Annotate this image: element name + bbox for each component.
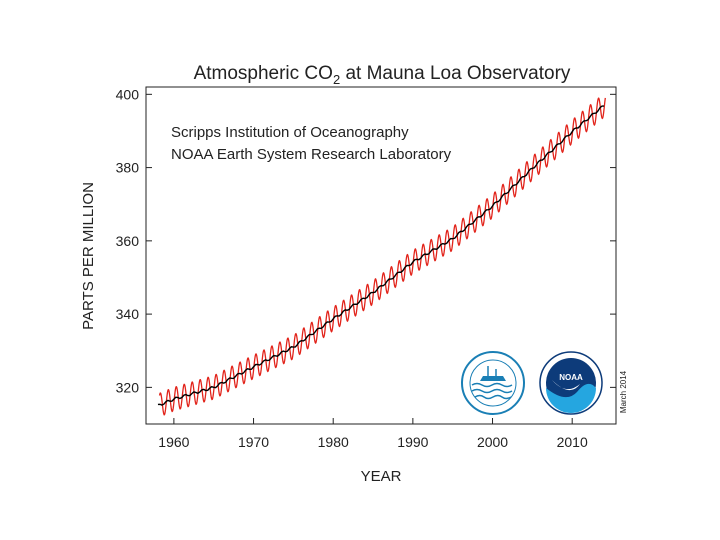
plot-frame <box>145 86 617 425</box>
annotation-noaa: NOAA Earth System Research Laboratory <box>171 146 452 163</box>
series-group <box>157 97 606 416</box>
x-tick-label: 1980 <box>318 434 349 450</box>
series-trend-line <box>157 105 605 406</box>
y-tick-label: 320 <box>116 379 140 395</box>
date-note: March 2014 <box>619 370 628 413</box>
noaa-logo: NOAA <box>539 351 603 415</box>
y-tick-label: 360 <box>116 233 140 249</box>
x-axis-label: YEAR <box>361 468 402 485</box>
x-tick-label: 1960 <box>158 434 189 450</box>
x-tick-label: 1990 <box>397 434 428 450</box>
y-axis-label: PARTS PER MILLION <box>80 182 97 330</box>
series-monthly-line <box>158 97 606 416</box>
annotation-scripps: Scripps Institution of Oceanography <box>171 124 409 141</box>
svg-text:NOAA: NOAA <box>559 373 583 382</box>
y-tick-label: 400 <box>116 86 140 102</box>
x-tick-label: 2010 <box>557 434 588 450</box>
x-tick-label: 1970 <box>238 434 269 450</box>
x-tick-label: 2000 <box>477 434 508 450</box>
y-tick-label: 340 <box>116 306 140 322</box>
scripps-seal-logo <box>461 351 525 415</box>
chart-title: Atmospheric CO2 at Mauna Loa Observatory <box>194 63 571 87</box>
axis-ticks: 1960 1970 1980 1990 2000 2010 320 340 360 380 400 <box>116 86 616 450</box>
y-tick-label: 380 <box>116 160 140 176</box>
